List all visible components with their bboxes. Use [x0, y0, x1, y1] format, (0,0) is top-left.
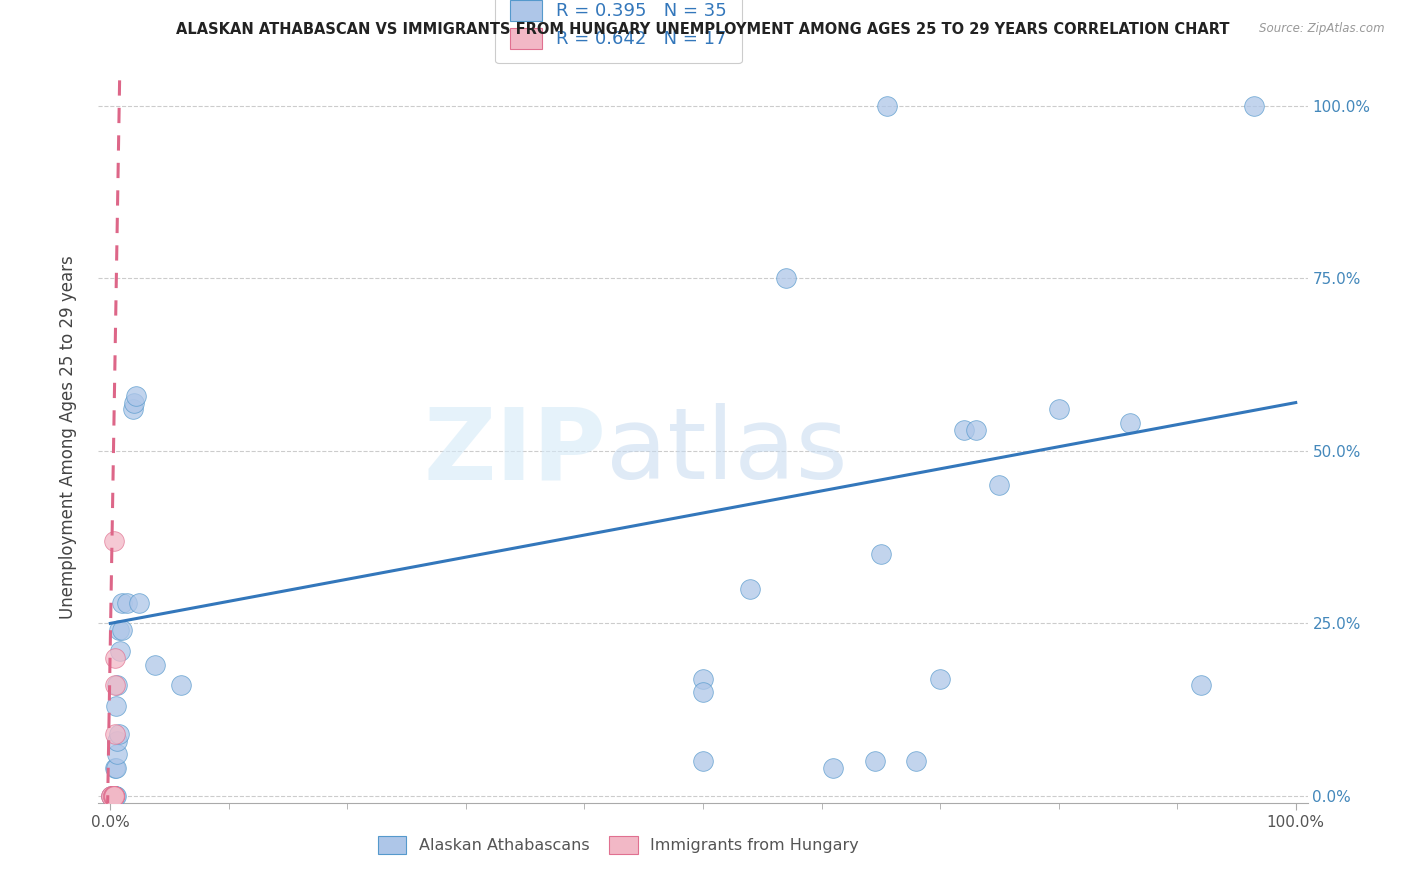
Point: [107, 727, 129, 741]
Point: [128, 596, 150, 610]
Legend: Alaskan Athabascans, Immigrants from Hungary: Alaskan Athabascans, Immigrants from Hun…: [371, 830, 866, 861]
Text: Source: ZipAtlas.com: Source: ZipAtlas.com: [1260, 22, 1385, 36]
Point: [103, 789, 125, 803]
Point: [103, 789, 125, 803]
Point: [775, 271, 797, 285]
Point: [103, 789, 125, 803]
Point: [103, 789, 125, 803]
Point: [122, 395, 145, 409]
Point: [101, 789, 124, 803]
Point: [101, 789, 124, 803]
Point: [740, 582, 762, 596]
Text: ALASKAN ATHABASCAN VS IMMIGRANTS FROM HUNGARY UNEMPLOYMENT AMONG AGES 25 TO 29 Y: ALASKAN ATHABASCAN VS IMMIGRANTS FROM HU…: [176, 22, 1230, 37]
Point: [103, 789, 125, 803]
Point: [103, 533, 125, 548]
Point: [823, 761, 845, 775]
Point: [104, 651, 127, 665]
Point: [1047, 402, 1070, 417]
Point: [125, 389, 148, 403]
Point: [929, 672, 952, 686]
Point: [876, 99, 898, 113]
Point: [103, 789, 125, 803]
Point: [1243, 99, 1265, 113]
Point: [692, 755, 714, 769]
Point: [952, 423, 974, 437]
Point: [108, 644, 131, 658]
Point: [104, 789, 127, 803]
Point: [103, 789, 125, 803]
Point: [104, 761, 127, 775]
Point: [105, 699, 128, 714]
Point: [105, 678, 128, 692]
Point: [965, 423, 987, 437]
Point: [121, 402, 143, 417]
Point: [100, 789, 122, 803]
Point: [105, 747, 128, 762]
Text: ZIP: ZIP: [423, 403, 606, 500]
Point: [111, 624, 134, 638]
Point: [988, 478, 1011, 492]
Point: [103, 789, 125, 803]
Point: [104, 678, 127, 692]
Point: [100, 789, 122, 803]
Point: [105, 733, 128, 747]
Point: [105, 789, 128, 803]
Point: [101, 789, 124, 803]
Point: [103, 789, 125, 803]
Y-axis label: Unemployment Among Ages 25 to 29 years: Unemployment Among Ages 25 to 29 years: [59, 255, 77, 619]
Point: [905, 755, 928, 769]
Point: [170, 678, 193, 692]
Point: [101, 789, 124, 803]
Point: [692, 685, 714, 699]
Point: [115, 596, 138, 610]
Point: [101, 789, 124, 803]
Point: [692, 672, 714, 686]
Point: [103, 789, 125, 803]
Point: [105, 761, 128, 775]
Point: [143, 657, 166, 672]
Point: [100, 789, 122, 803]
Point: [104, 789, 127, 803]
Point: [863, 755, 886, 769]
Text: atlas: atlas: [606, 403, 848, 500]
Point: [1189, 678, 1212, 692]
Point: [869, 548, 891, 562]
Point: [111, 596, 134, 610]
Point: [104, 727, 127, 741]
Point: [107, 624, 129, 638]
Point: [1119, 417, 1142, 431]
